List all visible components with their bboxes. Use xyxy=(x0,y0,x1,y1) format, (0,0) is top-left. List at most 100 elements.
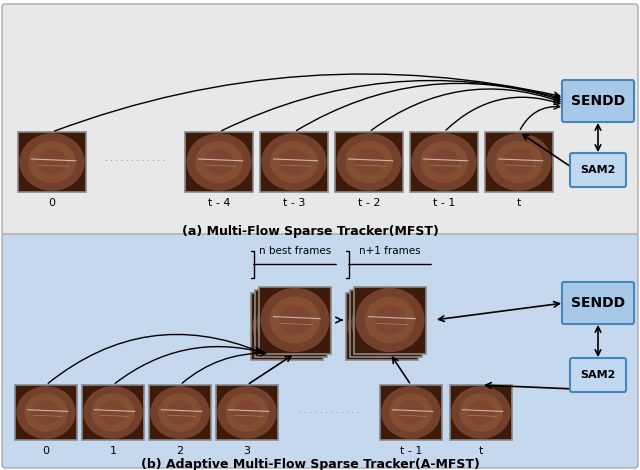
Ellipse shape xyxy=(351,291,420,355)
Bar xyxy=(350,290,422,357)
Ellipse shape xyxy=(374,305,406,335)
Ellipse shape xyxy=(252,294,321,358)
Ellipse shape xyxy=(260,288,330,352)
Ellipse shape xyxy=(83,386,143,439)
FancyBboxPatch shape xyxy=(562,282,634,324)
Ellipse shape xyxy=(486,133,552,191)
Ellipse shape xyxy=(366,311,398,341)
Ellipse shape xyxy=(279,305,311,335)
Ellipse shape xyxy=(225,393,269,432)
Text: SAM2: SAM2 xyxy=(580,165,616,175)
Ellipse shape xyxy=(24,393,68,432)
Ellipse shape xyxy=(412,133,477,191)
Text: n best frames: n best frames xyxy=(259,246,331,257)
Bar xyxy=(251,292,323,360)
Bar xyxy=(260,132,328,192)
Ellipse shape xyxy=(451,386,511,439)
Ellipse shape xyxy=(186,133,252,191)
Ellipse shape xyxy=(261,133,326,191)
Ellipse shape xyxy=(99,400,127,424)
Ellipse shape xyxy=(270,141,318,183)
Text: 0: 0 xyxy=(42,446,49,456)
Ellipse shape xyxy=(158,393,202,432)
Text: t: t xyxy=(517,198,521,208)
Ellipse shape xyxy=(271,311,303,341)
Bar xyxy=(350,290,422,357)
Ellipse shape xyxy=(19,133,84,191)
Ellipse shape xyxy=(361,299,412,346)
Ellipse shape xyxy=(217,386,276,439)
Ellipse shape xyxy=(204,149,234,175)
Text: 2: 2 xyxy=(177,446,184,456)
Bar xyxy=(380,385,442,440)
Bar xyxy=(255,290,327,357)
Text: t - 3: t - 3 xyxy=(283,198,305,208)
Bar xyxy=(380,385,442,440)
Bar xyxy=(485,132,553,192)
Bar xyxy=(149,385,211,440)
Bar xyxy=(82,385,144,440)
Text: 0: 0 xyxy=(49,198,56,208)
Bar xyxy=(260,132,328,192)
Bar xyxy=(185,132,253,192)
Text: t: t xyxy=(479,446,483,456)
Bar xyxy=(450,385,512,440)
Ellipse shape xyxy=(275,308,307,338)
Ellipse shape xyxy=(370,308,402,338)
Bar xyxy=(251,292,323,360)
Bar xyxy=(335,132,403,192)
FancyBboxPatch shape xyxy=(562,80,634,122)
Bar xyxy=(259,287,331,353)
Bar xyxy=(346,292,418,360)
Ellipse shape xyxy=(28,141,76,183)
Bar xyxy=(18,132,86,192)
FancyBboxPatch shape xyxy=(570,153,626,187)
Ellipse shape xyxy=(37,149,67,175)
Bar xyxy=(410,132,478,192)
Text: SENDD: SENDD xyxy=(571,296,625,310)
Ellipse shape xyxy=(257,291,326,355)
Text: SAM2: SAM2 xyxy=(580,370,616,380)
Text: · · · · · · · · · · · ·: · · · · · · · · · · · · xyxy=(299,408,359,417)
Bar xyxy=(216,385,278,440)
Ellipse shape xyxy=(345,141,393,183)
Ellipse shape xyxy=(429,149,459,175)
Bar xyxy=(216,385,278,440)
Ellipse shape xyxy=(397,400,425,424)
Text: 1: 1 xyxy=(109,446,116,456)
Ellipse shape xyxy=(354,149,384,175)
Bar xyxy=(15,385,77,440)
Ellipse shape xyxy=(337,133,402,191)
Bar xyxy=(15,385,77,440)
Bar xyxy=(485,132,553,192)
Ellipse shape xyxy=(33,400,60,424)
Ellipse shape xyxy=(92,393,134,432)
Ellipse shape xyxy=(234,400,260,424)
Ellipse shape xyxy=(467,400,495,424)
Ellipse shape xyxy=(166,400,194,424)
Ellipse shape xyxy=(365,297,415,344)
Ellipse shape xyxy=(150,386,210,439)
Bar xyxy=(185,132,253,192)
FancyBboxPatch shape xyxy=(2,4,638,235)
FancyBboxPatch shape xyxy=(570,358,626,392)
Bar xyxy=(259,287,331,353)
Ellipse shape xyxy=(357,303,407,350)
Ellipse shape xyxy=(266,299,316,346)
Bar xyxy=(346,292,418,360)
Bar xyxy=(450,385,512,440)
Ellipse shape xyxy=(460,393,502,432)
Bar xyxy=(82,385,144,440)
Bar xyxy=(410,132,478,192)
Ellipse shape xyxy=(16,386,76,439)
Ellipse shape xyxy=(420,141,468,183)
Bar xyxy=(149,385,211,440)
Text: t - 1: t - 1 xyxy=(433,198,455,208)
Text: 3: 3 xyxy=(243,446,250,456)
Bar xyxy=(354,287,426,353)
Text: n+1 frames: n+1 frames xyxy=(359,246,421,257)
Text: SENDD: SENDD xyxy=(571,94,625,108)
FancyBboxPatch shape xyxy=(2,234,638,468)
Ellipse shape xyxy=(381,386,441,439)
Ellipse shape xyxy=(389,393,433,432)
